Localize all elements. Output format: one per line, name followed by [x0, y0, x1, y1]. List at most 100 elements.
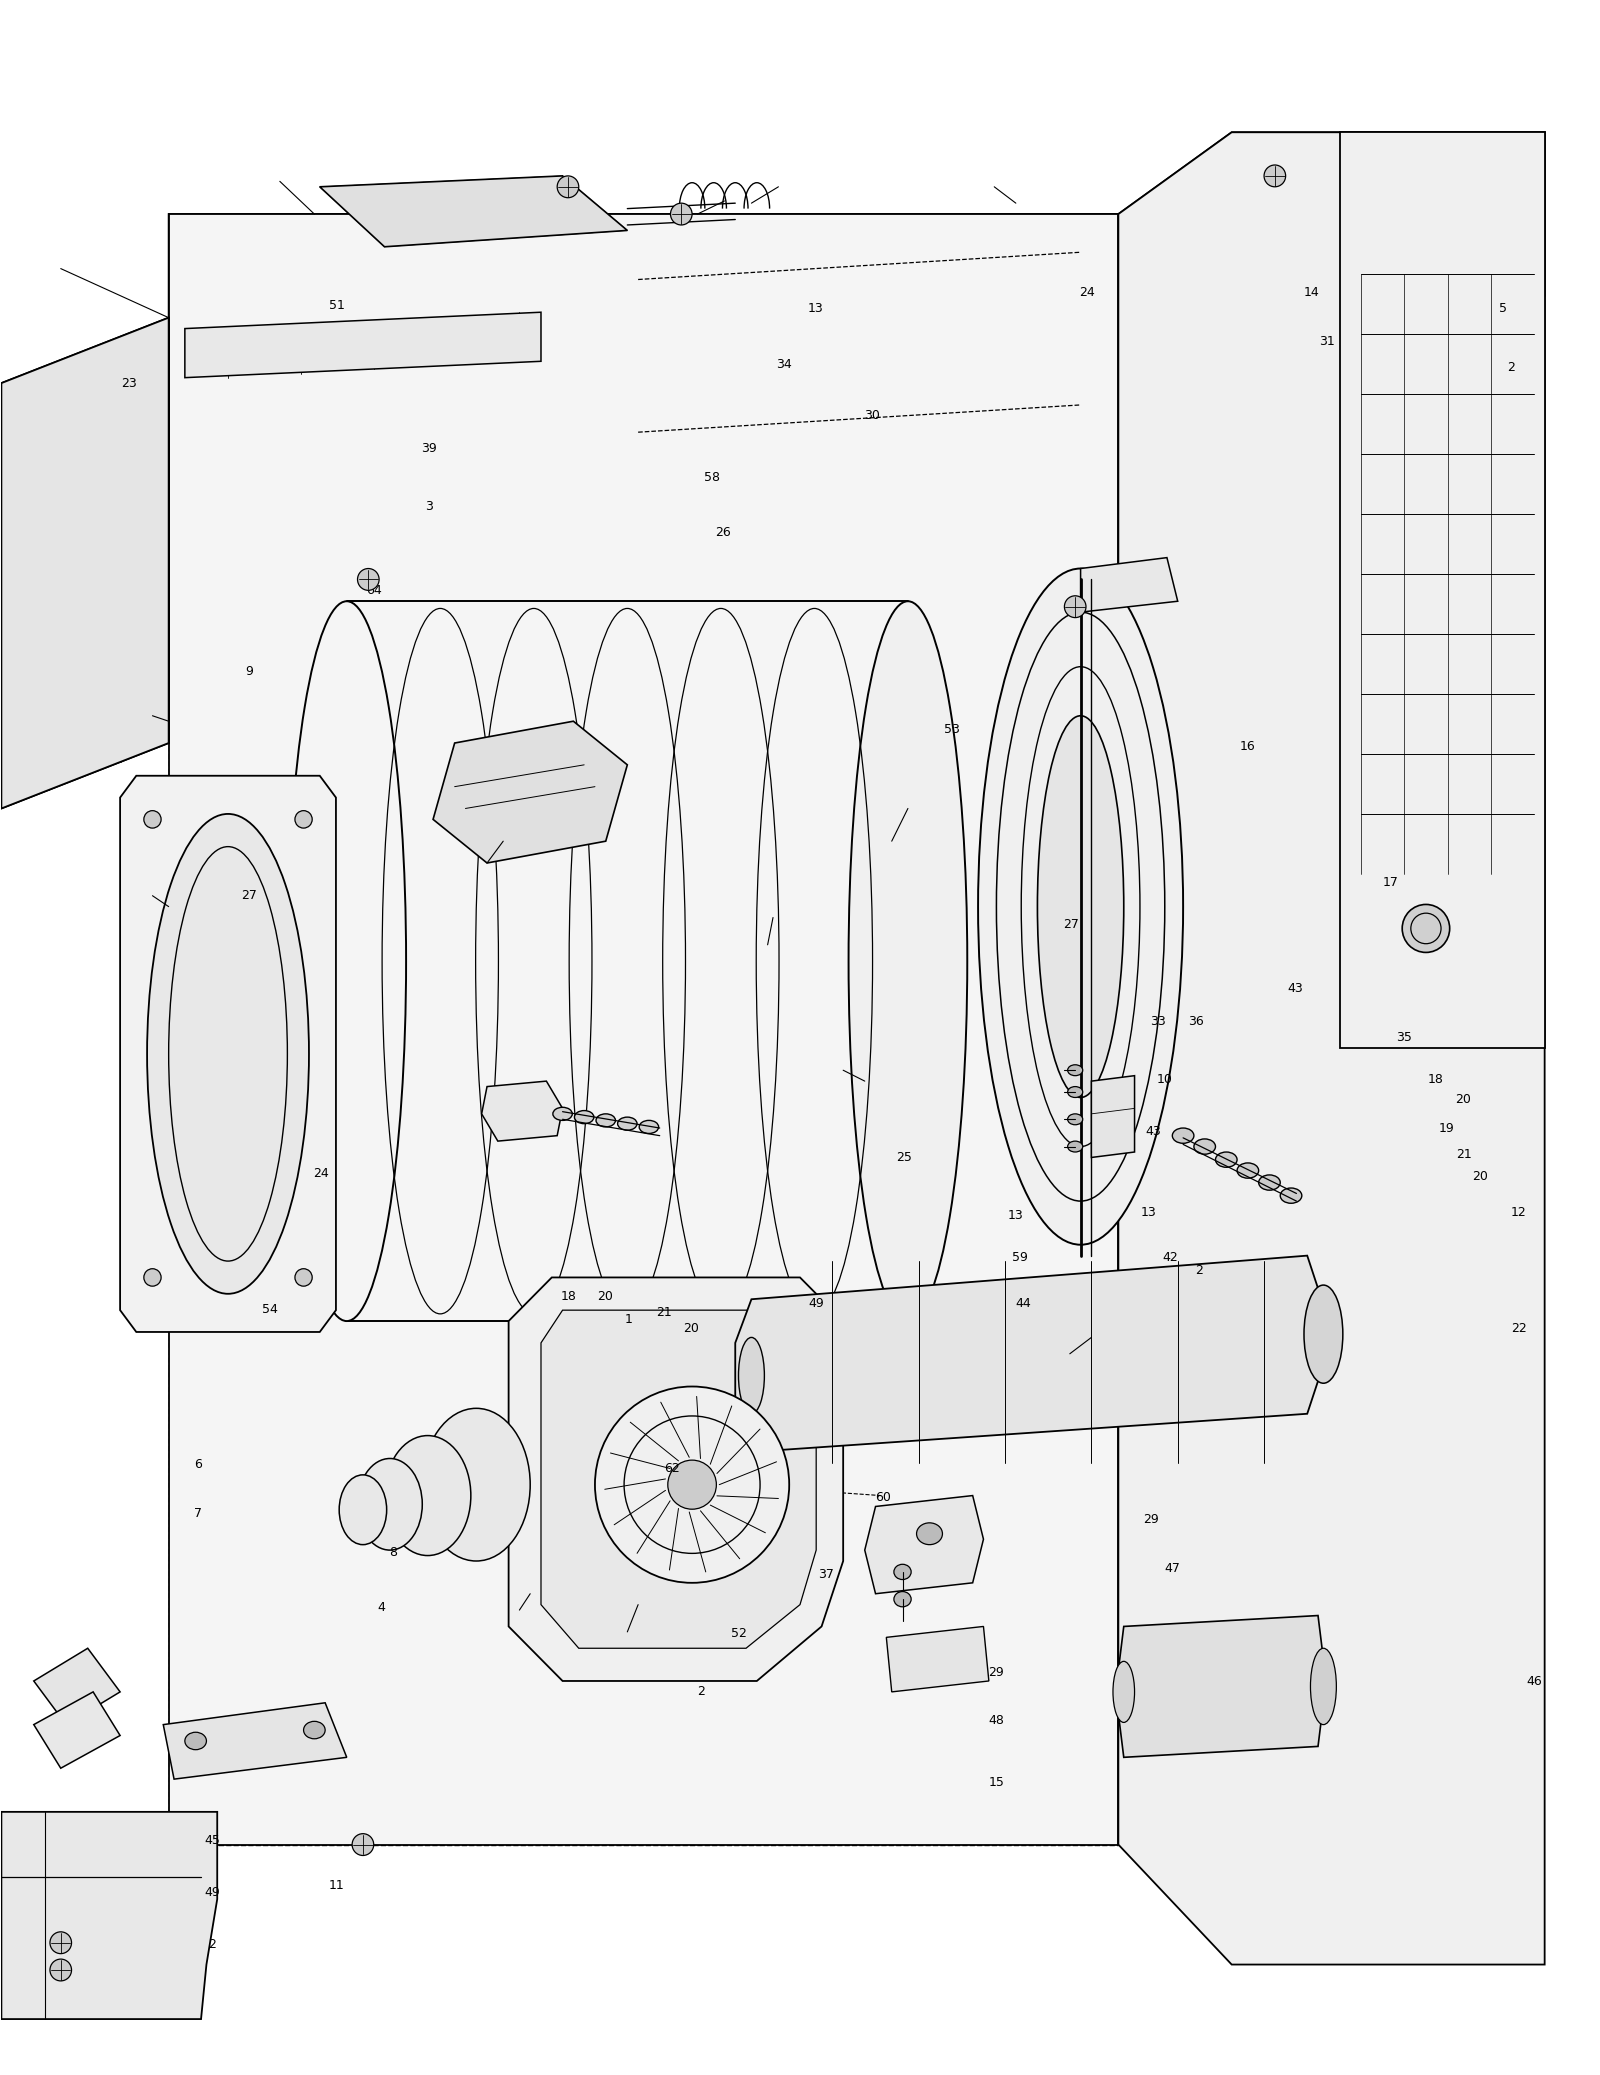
Polygon shape: [541, 1309, 816, 1648]
Polygon shape: [1080, 558, 1178, 612]
Text: 48: 48: [989, 1714, 1005, 1726]
Ellipse shape: [1304, 1284, 1342, 1384]
Text: 52: 52: [731, 1627, 747, 1639]
Text: 47: 47: [1165, 1562, 1181, 1575]
Text: 17: 17: [1382, 876, 1398, 888]
Polygon shape: [864, 1496, 984, 1594]
Ellipse shape: [144, 811, 162, 828]
Text: 15: 15: [989, 1776, 1005, 1789]
Text: 20: 20: [1472, 1170, 1488, 1183]
Ellipse shape: [1402, 905, 1450, 952]
Text: 29: 29: [989, 1666, 1005, 1679]
Polygon shape: [736, 1255, 1323, 1452]
Ellipse shape: [670, 203, 693, 224]
Ellipse shape: [1037, 716, 1123, 1098]
Polygon shape: [2, 1811, 218, 2019]
Text: 13: 13: [808, 303, 824, 315]
Ellipse shape: [357, 1459, 422, 1550]
Text: 7: 7: [194, 1506, 202, 1521]
Ellipse shape: [288, 602, 406, 1322]
Text: 23: 23: [122, 378, 138, 390]
Polygon shape: [163, 1704, 347, 1778]
Polygon shape: [120, 776, 336, 1332]
Ellipse shape: [384, 1436, 470, 1556]
Ellipse shape: [294, 1268, 312, 1286]
Polygon shape: [886, 1627, 989, 1691]
Ellipse shape: [1264, 166, 1286, 187]
Text: 62: 62: [664, 1461, 680, 1475]
Text: 13: 13: [1008, 1210, 1024, 1222]
Text: 49: 49: [808, 1297, 824, 1309]
Text: 42: 42: [1163, 1251, 1179, 1264]
Polygon shape: [482, 1081, 563, 1141]
Ellipse shape: [1259, 1174, 1280, 1191]
Ellipse shape: [144, 1268, 162, 1286]
Ellipse shape: [1067, 1141, 1083, 1152]
Text: 22: 22: [1510, 1322, 1526, 1336]
Ellipse shape: [739, 1338, 765, 1413]
Text: 43: 43: [1146, 1125, 1162, 1137]
Ellipse shape: [1310, 1648, 1336, 1724]
Ellipse shape: [1067, 1087, 1083, 1098]
Text: 20: 20: [1454, 1094, 1470, 1106]
Ellipse shape: [50, 1959, 72, 1982]
Text: 2: 2: [698, 1685, 706, 1697]
Ellipse shape: [1173, 1129, 1194, 1143]
Text: 39: 39: [421, 442, 437, 454]
Ellipse shape: [1194, 1139, 1216, 1154]
Polygon shape: [1091, 1075, 1134, 1158]
Ellipse shape: [294, 811, 312, 828]
Ellipse shape: [597, 1114, 616, 1127]
Text: 53: 53: [944, 724, 960, 737]
Text: 2: 2: [1507, 361, 1515, 373]
Text: 16: 16: [1240, 739, 1254, 753]
Text: 26: 26: [715, 525, 731, 540]
Ellipse shape: [894, 1592, 910, 1606]
Ellipse shape: [574, 1110, 594, 1125]
Polygon shape: [186, 311, 541, 378]
Text: 18: 18: [1427, 1073, 1443, 1085]
Text: 27: 27: [242, 888, 258, 901]
Ellipse shape: [304, 1722, 325, 1739]
Text: 29: 29: [1144, 1513, 1160, 1527]
Text: 24: 24: [1080, 286, 1096, 299]
Text: 2: 2: [208, 1938, 216, 1950]
Text: 2: 2: [1195, 1264, 1203, 1276]
Text: 10: 10: [1157, 1073, 1173, 1085]
Text: 24: 24: [314, 1166, 328, 1181]
Polygon shape: [34, 1691, 120, 1768]
Ellipse shape: [595, 1386, 789, 1583]
Text: 9: 9: [245, 666, 253, 679]
Ellipse shape: [1280, 1189, 1302, 1204]
Text: 36: 36: [1189, 1015, 1203, 1027]
Ellipse shape: [667, 1461, 717, 1509]
Ellipse shape: [1067, 1114, 1083, 1125]
Ellipse shape: [638, 1120, 659, 1133]
Text: 8: 8: [389, 1546, 397, 1558]
Text: 3: 3: [426, 500, 434, 513]
Text: 46: 46: [1526, 1675, 1542, 1689]
Text: 18: 18: [560, 1291, 576, 1303]
Text: 34: 34: [776, 357, 792, 371]
Text: 13: 13: [1141, 1206, 1157, 1218]
Text: 45: 45: [205, 1834, 221, 1847]
Polygon shape: [168, 214, 1118, 1845]
Text: 11: 11: [330, 1880, 344, 1892]
Text: 64: 64: [366, 585, 381, 598]
Text: 59: 59: [1013, 1251, 1029, 1264]
Text: 12: 12: [1510, 1206, 1526, 1218]
Ellipse shape: [50, 1932, 72, 1955]
Text: 20: 20: [683, 1322, 699, 1336]
Ellipse shape: [422, 1409, 530, 1560]
Polygon shape: [509, 1278, 843, 1681]
Text: 21: 21: [1456, 1147, 1472, 1160]
Text: 33: 33: [1150, 1015, 1166, 1027]
Ellipse shape: [357, 569, 379, 589]
Polygon shape: [320, 176, 627, 247]
Polygon shape: [1339, 133, 1544, 1048]
Ellipse shape: [1067, 1064, 1083, 1075]
Ellipse shape: [1064, 596, 1086, 618]
Ellipse shape: [978, 569, 1182, 1245]
Ellipse shape: [1237, 1162, 1259, 1179]
Ellipse shape: [894, 1565, 910, 1579]
